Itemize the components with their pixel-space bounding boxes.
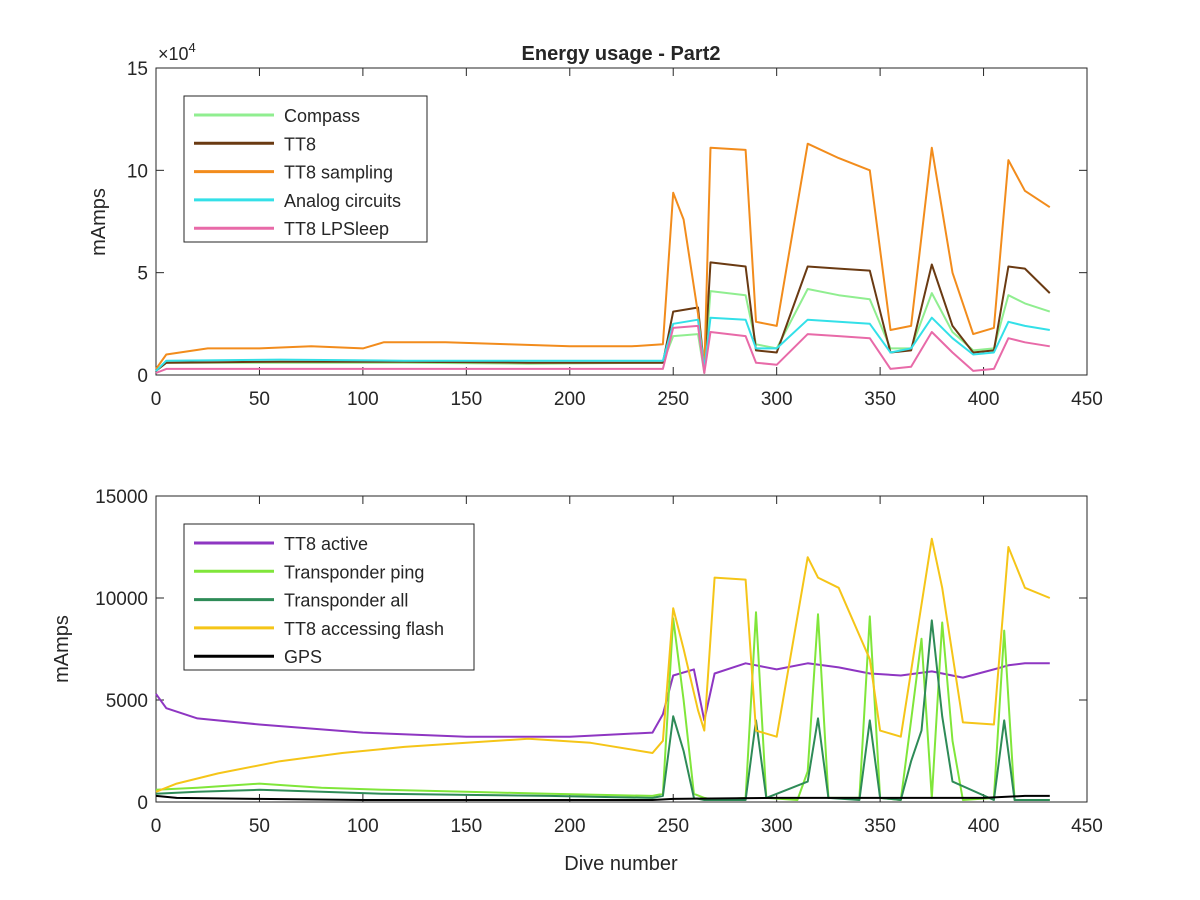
y-tick-label: 15: [127, 59, 148, 80]
series-line-tt8-lpsleep: [155, 324, 1050, 374]
ticks-bottom: 0 50 100 150 200 250 300 350 400 450 0 5000 10000 150…: [95, 487, 1103, 837]
x-tick-label: 200: [554, 389, 586, 410]
ticks-top: 0 50 100 150 200 250 300 350 400 450 0 5 10 15: [127, 59, 1103, 410]
x-tick-label: 350: [864, 816, 896, 837]
legend-label: TT8 accessing flash: [284, 619, 444, 639]
y-tick-label: 5000: [106, 691, 148, 712]
y-tick-label: 0: [137, 793, 148, 814]
x-tick-label: 400: [968, 389, 1000, 410]
y-tick-label: 0: [137, 366, 148, 387]
x-tick-label: 200: [554, 816, 586, 837]
y-tick-label: 5: [137, 264, 148, 285]
x-tick-label: 450: [1071, 389, 1103, 410]
x-tick-label: 450: [1071, 816, 1103, 837]
x-tick-label: 50: [249, 816, 270, 837]
legend-label: Transponder all: [284, 591, 408, 611]
x-tick-label: 250: [657, 816, 689, 837]
legend-box: [183, 523, 475, 671]
x-tick-label: 250: [657, 389, 689, 410]
series-line-tt8: [155, 261, 1051, 372]
series-bottom: [155, 537, 1051, 801]
y-axis-label-bottom: mAmps: [51, 615, 73, 683]
series-line-tt8-accessing-flash: [155, 537, 1051, 793]
chart-title: Energy usage - Part2: [522, 43, 721, 65]
legend-label: TT8 sampling: [284, 163, 393, 183]
legend-label: Compass: [284, 106, 360, 126]
axes-energy-part2: Energy usage - Part2 mAmps ×104 0 50 100 15…: [88, 40, 1103, 410]
legend-bottom: TT8 active Transponder ping Transponder al…: [183, 523, 475, 671]
series-line-transponder-all: [155, 619, 1050, 801]
legend-box: [183, 95, 428, 243]
series-top: [155, 142, 1051, 374]
series-line-tt8-active: [155, 662, 1050, 738]
axes-energy-part2-lower: mAmps Dive number 0 50 100 150 200 250 300 350 4…: [51, 487, 1103, 875]
legend-top: Compass TT8 TT8 sampling Analog circuits TT8…: [183, 95, 428, 243]
legend-label: Transponder ping: [284, 562, 424, 582]
x-tick-label: 150: [450, 816, 482, 837]
x-tick-label: 400: [968, 816, 1000, 837]
x-tick-label: 150: [450, 389, 482, 410]
x-tick-label: 0: [151, 816, 162, 837]
x-tick-label: 350: [864, 389, 896, 410]
legend-label: GPS: [284, 647, 322, 667]
legend-label: TT8 active: [284, 534, 368, 554]
x-tick-label: 50: [249, 389, 270, 410]
series-line-tt8-sampling: [155, 142, 1051, 372]
x-tick-label: 100: [347, 389, 379, 410]
x-tick-label: 100: [347, 816, 379, 837]
x-axis-label: Dive number: [564, 853, 678, 875]
legend-label: TT8: [284, 134, 316, 154]
y-axis-label-top: mAmps: [88, 188, 110, 256]
series-line-gps: [155, 794, 1050, 801]
x-tick-label: 300: [761, 389, 793, 410]
x-tick-label: 300: [761, 816, 793, 837]
y-tick-label: 15000: [95, 487, 148, 508]
y-tick-label: 10: [127, 161, 148, 182]
series-line-transponder-ping: [155, 611, 1050, 801]
legend-label: TT8 LPSleep: [284, 219, 389, 239]
y-tick-label: 10000: [95, 589, 148, 610]
series-line-analog-circuits: [155, 316, 1050, 372]
x-tick-label: 0: [151, 389, 162, 410]
legend-label: Analog circuits: [284, 191, 401, 211]
